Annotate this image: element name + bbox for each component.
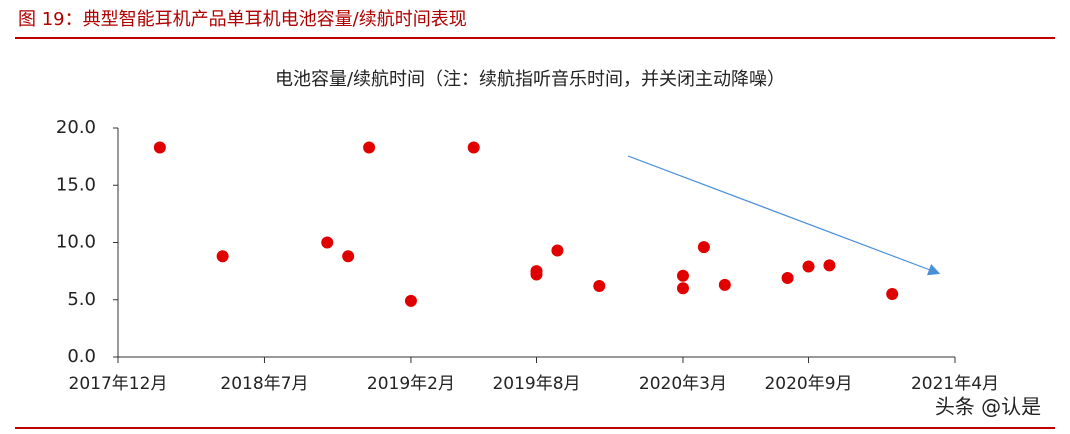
y-tick-label: 10.0 [56, 232, 96, 253]
x-tick-label: 2020年9月 [764, 374, 852, 394]
x-tick-label: 2019年8月 [492, 374, 580, 394]
y-tick-label: 15.0 [56, 174, 96, 195]
x-tick-label: 2020年3月 [639, 374, 727, 394]
x-tick-label: 2021年4月 [911, 374, 999, 394]
point [718, 278, 731, 291]
point [216, 250, 229, 263]
point [530, 268, 543, 281]
y-tick-label: 0.0 [67, 346, 96, 367]
point [363, 141, 376, 154]
point [802, 260, 815, 273]
trend-arrow [627, 155, 941, 276]
x-tick-label: 2017年12月 [69, 374, 168, 394]
y-tick-label: 5.0 [67, 289, 96, 310]
x-tick-label: 2018年7月 [220, 374, 308, 394]
point [404, 294, 417, 307]
point [153, 141, 166, 154]
point [781, 271, 794, 284]
point [321, 236, 334, 249]
point [467, 141, 480, 154]
point [551, 244, 564, 257]
chart-title: 电池容量/续航时间（注：续航指听音乐时间，并关闭主动降噪） [275, 69, 785, 90]
y-tick-label: 20.0 [56, 117, 96, 138]
point [342, 250, 355, 263]
x-tick-label: 2019年2月 [367, 374, 455, 394]
point [593, 280, 606, 293]
point [823, 259, 836, 272]
header-title: 图 19：典型智能耳机产品单耳机电池容量/续航时间表现 [18, 9, 467, 30]
point [676, 282, 689, 295]
point [676, 269, 689, 282]
watermark: 头条 @认是 [935, 395, 1041, 419]
point [886, 288, 899, 301]
point [697, 241, 710, 254]
